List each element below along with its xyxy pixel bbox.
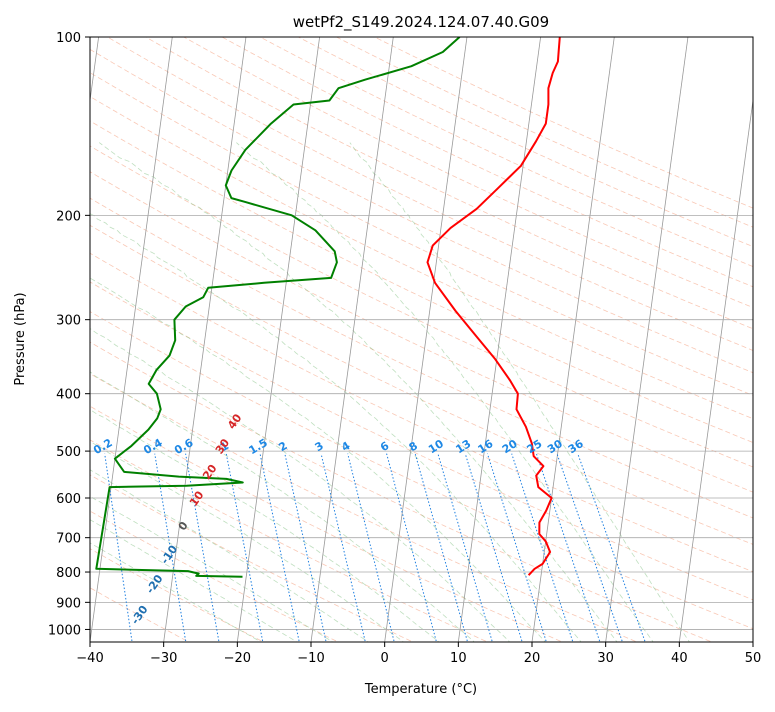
y-tick-label: 400	[56, 388, 81, 403]
mixing-ratio-label: 13	[453, 437, 473, 456]
grid-lines	[0, 16, 775, 645]
isotherm-line	[606, 37, 688, 642]
y-tick-label: 200	[56, 209, 81, 224]
dry-adiabat-label: -20	[144, 572, 166, 596]
mixing-ratio-label: 0.2	[91, 436, 114, 457]
dry-adiabat-line	[109, 16, 775, 645]
mixing-ratio-label: 0.4	[141, 436, 165, 457]
dry-adiabat-line	[0, 16, 718, 645]
mixing-ratio-line	[578, 454, 646, 645]
plot-frame	[90, 37, 753, 642]
dry-adiabat-line	[0, 16, 775, 645]
x-axis-label: Temperature (°C)	[364, 682, 477, 697]
mixing-ratio-label: 6	[378, 439, 392, 454]
dry-adiabat-line	[0, 16, 775, 645]
y-tick-label: 800	[56, 566, 81, 581]
x-tick-label: −40	[76, 651, 103, 666]
dry-adiabat-line	[295, 16, 775, 645]
chart-title: wetPf2_S149.2024.124.07.40.G09	[293, 13, 549, 32]
dry-adiabat-line	[0, 16, 775, 645]
mixing-ratio-line	[260, 454, 300, 645]
x-tick-label: 0	[381, 651, 389, 666]
dry-adiabat-line	[0, 16, 775, 645]
y-tick-label: 100	[56, 31, 81, 46]
x-tick-label: 30	[597, 651, 614, 666]
mixing-ratio-label: 2	[276, 439, 289, 454]
dry-adiabat-label: 30	[213, 436, 233, 456]
mixing-ratio-label: 30	[545, 437, 565, 456]
dry-adiabat-label: 10	[187, 488, 207, 508]
dry-adiabat-line	[146, 16, 775, 645]
dry-adiabat-line	[0, 16, 493, 645]
mixing-ratio-line	[58, 454, 82, 645]
x-tick-label: −10	[297, 651, 324, 666]
dry-adiabat-line	[0, 16, 643, 645]
mixing-ratio-line	[512, 454, 574, 645]
y-axis-label: Pressure (hPa)	[13, 292, 28, 385]
mixing-ratio-label: 0.6	[172, 436, 196, 457]
y-tick-label: 700	[56, 532, 81, 547]
dry-adiabat-label: 0	[176, 519, 191, 533]
mixing-ratio-label: 20	[500, 437, 520, 456]
x-tick-label: −20	[224, 651, 251, 666]
x-tick-label: 20	[524, 651, 541, 666]
y-tick-label: 600	[56, 492, 81, 507]
mixing-ratio-line	[321, 454, 366, 645]
isotherm-line	[753, 37, 775, 642]
y-tick-label: 300	[56, 314, 81, 329]
dry-adiabat-line	[258, 16, 775, 645]
mixing-ratio-label: 3	[313, 439, 326, 454]
mixing-ratio-label: 8	[407, 439, 420, 454]
x-tick-label: −30	[150, 651, 177, 666]
y-tick-label: 900	[56, 596, 81, 611]
mixing-ratio-line	[387, 454, 438, 645]
x-tick-label: 40	[671, 651, 688, 666]
mixing-ratio-label: 25	[525, 437, 545, 456]
dry-adiabat-line	[34, 16, 775, 645]
x-tick-label: 10	[450, 651, 467, 666]
mixing-ratio-label: 4	[339, 439, 353, 454]
dry-adiabat-line	[0, 16, 775, 645]
profile-lines	[96, 37, 560, 577]
mixing-ratio-line	[536, 454, 600, 645]
mixing-ratio-line	[348, 454, 395, 645]
isotherm-line	[16, 37, 98, 642]
dry-adiabat-line	[332, 16, 775, 645]
dry-adiabat-line	[0, 16, 775, 645]
dry-adiabat-line	[183, 16, 775, 645]
mixing-ratio-label: 16	[476, 437, 496, 456]
mixing-ratio-line	[105, 454, 133, 645]
mixing-ratio-line	[186, 454, 220, 645]
isotherm-line	[237, 37, 319, 642]
isotherm-line	[679, 37, 761, 642]
mixing-ratio-line	[438, 454, 493, 645]
profile-line	[96, 37, 459, 577]
x-tick-label: 50	[745, 651, 762, 666]
dry-adiabat-line	[0, 16, 418, 645]
dry-adiabat-line	[0, 16, 775, 645]
dry-adiabat-line	[0, 16, 568, 645]
profile-line	[428, 37, 560, 575]
isotherm-line	[458, 37, 540, 642]
mixing-ratio-line	[557, 454, 623, 645]
mixing-ratio-line	[415, 454, 468, 645]
y-tick-label: 500	[56, 445, 81, 460]
y-tick-label: 1000	[48, 623, 81, 638]
dry-adiabat-label: -30	[129, 603, 151, 627]
mixing-ratio-label: 10	[426, 437, 446, 456]
dry-adiabat-line	[0, 16, 775, 645]
isotherm-line	[311, 37, 393, 642]
dry-adiabat-line	[0, 16, 775, 645]
dry-adiabat-label: 40	[225, 411, 245, 431]
dry-adiabat-line	[0, 16, 775, 645]
